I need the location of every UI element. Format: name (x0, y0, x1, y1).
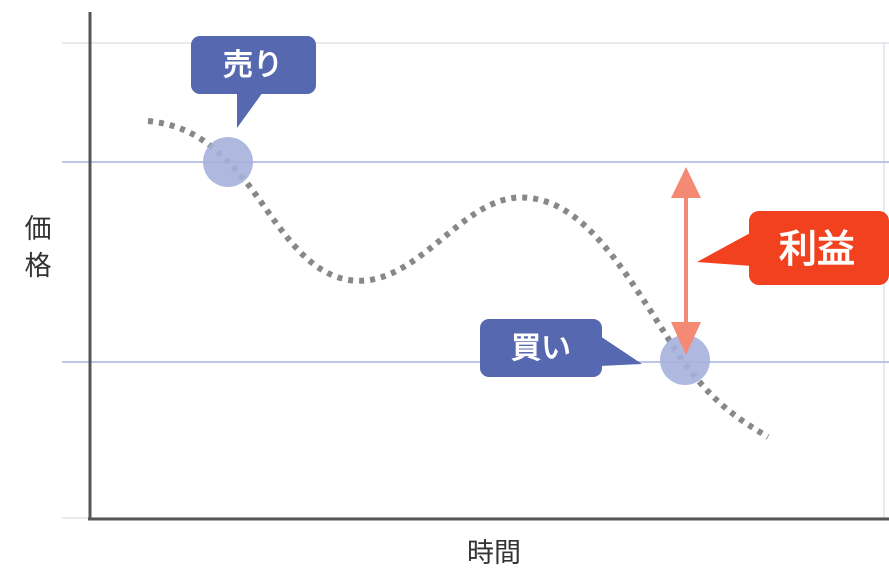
sell-tag: 売り (191, 36, 316, 128)
buy-tag: 買い (480, 319, 642, 377)
buy-point (660, 335, 710, 385)
profit-arrow-icon (671, 167, 701, 355)
sell-label: 売り (223, 48, 283, 83)
y-axis-label-char-1: 価 (25, 214, 52, 245)
x-axis-label: 時間 (467, 538, 521, 569)
sell-point (203, 137, 253, 187)
profit-label: 利益 (779, 227, 855, 271)
y-axis-label-char-2: 格 (25, 251, 52, 282)
buy-label: 買い (511, 331, 571, 366)
profit-tag: 利益 (697, 211, 889, 285)
